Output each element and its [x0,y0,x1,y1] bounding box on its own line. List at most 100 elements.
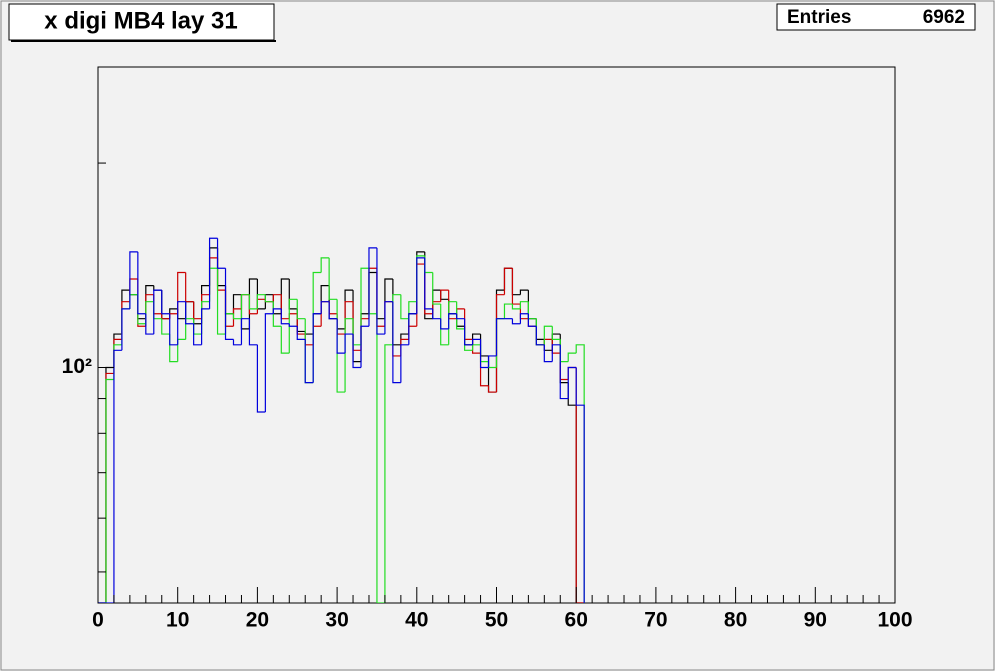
hist-bin [216,238,226,269]
hist-bin [456,301,465,330]
hist-bin [575,367,585,603]
hist-bin [177,271,186,314]
hist-bin [320,257,330,273]
hist-bin [240,294,250,319]
hist-bin [137,251,146,315]
hist-bin [432,272,441,305]
x-tick-label: 20 [246,609,269,632]
x-tick-label: 30 [325,609,348,632]
x-tick-label: 60 [565,609,588,632]
hist-bin [328,257,338,300]
hist-bin [113,349,122,603]
hist-bin [232,294,242,314]
hist-bin [296,299,306,320]
hist-bin [432,308,441,320]
hist-bin [105,378,114,603]
hist-bin [161,318,170,335]
hist-bin [392,301,401,384]
hist-bin [551,344,561,362]
hist-bin [185,301,194,325]
hist-bin [312,313,322,383]
hist-bin [153,289,162,335]
hist-bin [551,326,561,340]
hist-bin [400,344,409,383]
hist-bin [503,267,513,295]
hist-bin [280,326,290,354]
hist-bin [248,294,258,310]
hist-bin [224,268,234,340]
hist-bin [559,344,569,400]
hist-bin [208,237,218,309]
hist-bin [360,267,369,345]
hist-bin [161,290,170,315]
histograms [98,237,585,603]
hist-bin [384,301,393,335]
stats-label: Entries [787,7,851,28]
hist-bin [129,251,138,309]
x-tick-label: 90 [804,609,827,632]
hist-bin [336,318,346,354]
hist-bin [456,313,465,320]
hist-bin [424,257,433,310]
hist-bin [240,318,250,345]
hist-bin [487,385,497,393]
hist-bin [256,294,266,309]
hist-bin [376,313,385,603]
title-box [8,3,275,41]
stats-box [776,3,976,31]
stats-value: 6962 [923,7,965,28]
hist-bin [288,323,298,327]
hist-bin [264,294,274,303]
hist-bin [511,318,521,325]
hist-bin [567,352,577,362]
hist-bin [567,366,577,399]
hist-bin [416,257,425,314]
hist-bin [527,313,537,327]
hist-bin [479,339,489,369]
hist-bin [368,247,377,327]
hist-bin [272,294,282,302]
hist-bin [384,344,393,603]
hist-bin [272,308,282,314]
hist-bin [503,303,513,319]
hist-bin [543,344,553,363]
hist-bin [232,313,242,320]
hist-bin [495,318,505,356]
hist-bin [543,325,553,345]
hist-bin [328,301,338,320]
hist-bin [296,326,306,340]
hist-bin [280,308,290,325]
hist-bin [201,308,210,345]
hist-bin [288,298,298,354]
hist-bin [232,339,242,346]
hist-bin [344,333,354,354]
x-tick-label: 50 [485,609,508,632]
hist-bin [193,323,202,346]
hist-bin [471,338,481,345]
x-tick-label: 10 [166,609,189,632]
chart-title: x digi MB4 lay 31 [44,7,237,34]
hist-bin [145,313,154,335]
hist-bin [344,318,354,393]
hist-bin [121,308,130,351]
hist-bin [177,301,186,345]
hist-bin [448,301,457,345]
hist-bin [535,326,545,346]
hist-bin [519,289,529,295]
hist-bin [376,247,385,335]
hist-bin [464,318,473,346]
hist-bin [440,304,449,346]
hist-bin [448,313,457,329]
hist-bin [320,301,330,314]
hist-bin [440,318,449,330]
hist-bin [519,301,529,309]
hist-bin [511,304,521,310]
hist-bin [360,325,369,368]
hist-bin [408,301,417,319]
hist-bin [575,367,585,603]
hist-bin [169,313,178,346]
hist-bin [248,318,258,346]
hist-bin [256,344,266,413]
hist-bin [232,308,242,327]
